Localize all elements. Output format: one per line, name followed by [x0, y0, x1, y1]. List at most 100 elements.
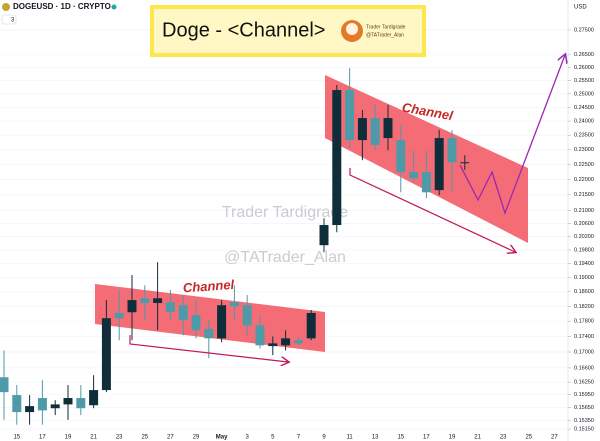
candle-body	[50, 404, 60, 409]
candle-body	[165, 302, 175, 313]
candle-body	[191, 315, 201, 331]
candle-body	[383, 118, 393, 139]
x-tick-label: 13	[372, 435, 379, 441]
candle-body	[140, 298, 150, 304]
candle-body	[332, 90, 342, 226]
lower-channel	[95, 284, 325, 352]
candle-body	[12, 395, 22, 413]
y-tick-label: 0.16250	[574, 380, 594, 386]
candle-body	[370, 118, 380, 145]
candle-body	[281, 338, 291, 346]
indicator-toggle[interactable]	[1, 14, 17, 25]
logo-text: Trader Tardigrade	[366, 24, 406, 30]
trend-arrow	[349, 168, 515, 252]
indicator-count: 3	[11, 18, 15, 24]
candle-body	[89, 390, 99, 406]
x-tick-label: 27	[551, 435, 558, 441]
candle-body	[178, 305, 188, 321]
logo-text: @TATrader_Alan	[366, 32, 404, 38]
logo	[346, 23, 358, 35]
x-tick-label: 29	[193, 435, 200, 441]
candle-body	[76, 398, 86, 409]
y-tick-label: 0.17400	[574, 334, 594, 340]
y-tick-label: 0.17000	[574, 349, 594, 355]
watermark: Trader Tardigrade	[222, 204, 348, 221]
candle-body	[255, 325, 265, 346]
currency: USD	[574, 5, 587, 11]
candle-body	[306, 312, 316, 339]
candle-body	[319, 225, 329, 246]
y-tick-label: 0.24500	[574, 105, 594, 111]
y-tick-label: 0.25000	[574, 91, 594, 97]
y-tick-label: 0.18200	[574, 304, 594, 310]
y-tick-label: 0.21000	[574, 208, 594, 214]
y-tick-label: 0.24000	[574, 119, 594, 125]
candle-body	[357, 118, 367, 141]
y-tick-label: 0.16600	[574, 365, 594, 371]
x-tick-label: 15	[397, 435, 404, 441]
chart-title: Doge - <Channel>	[162, 19, 325, 41]
candle-body	[114, 312, 124, 319]
candle-body	[127, 300, 137, 313]
x-tick-label: 11	[346, 435, 353, 441]
x-tick-label: 5	[271, 435, 275, 441]
y-tick-label: 0.25500	[574, 78, 594, 84]
y-tick-label: 0.15150	[574, 427, 594, 433]
annotation: Channel	[182, 277, 235, 296]
x-tick-label: 27	[167, 435, 174, 441]
y-tick-label: 0.18600	[574, 289, 594, 295]
candle-body	[229, 302, 239, 307]
y-tick-label: 0.22000	[574, 177, 594, 183]
candle-body	[101, 318, 111, 391]
candle-body	[434, 138, 444, 191]
candle-body	[0, 377, 9, 393]
y-tick-label: 0.15350	[574, 418, 594, 424]
x-tick-label: 23	[116, 435, 123, 441]
candle-body	[242, 305, 252, 326]
price-axis-panel	[568, 0, 600, 441]
x-axis: 15 17 19 21 23 25 27 29 May 3 5 7 9 11 13 15 17 19 21 23 25 2…	[13, 435, 558, 441]
x-tick-label: May	[216, 435, 228, 441]
symbol-icon	[2, 3, 10, 11]
x-tick-label: 25	[525, 435, 532, 441]
y-tick-label: 0.27500	[574, 27, 594, 33]
x-tick-label: 19	[449, 435, 456, 441]
trend-arrow	[129, 335, 288, 362]
y-tick-label: 0.19400	[574, 261, 594, 267]
candle-body	[409, 172, 419, 179]
title-box-inner	[154, 9, 422, 53]
x-tick-label: 3	[246, 435, 250, 441]
candle-body	[37, 398, 47, 411]
y-tick-label: 0.20200	[574, 234, 594, 240]
status-dot[interactable]	[111, 4, 117, 10]
candles	[0, 68, 470, 425]
candle-body	[421, 172, 431, 193]
x-tick-label: 15	[13, 435, 20, 441]
projection-path	[459, 55, 565, 215]
y-tick-label: 0.26500	[574, 52, 594, 58]
x-tick-label: 23	[500, 435, 507, 441]
symbol: DOGEUSD · 1D · CRYPTO	[13, 2, 111, 11]
y-tick-label: 0.19000	[574, 275, 594, 281]
candle-body	[204, 328, 214, 339]
y-tick-label: 0.23500	[574, 133, 594, 139]
y-tick-label: 0.26000	[574, 65, 594, 71]
y-tick-label: 0.15950	[574, 392, 594, 398]
candle-body	[447, 138, 457, 163]
candle-body	[153, 298, 163, 304]
watermark: @TATrader_Alan	[224, 249, 346, 266]
y-tick-label: 0.22500	[574, 162, 594, 168]
x-tick-label: 25	[141, 435, 148, 441]
y-tick-label: 0.20600	[574, 221, 594, 227]
x-tick-label: 17	[423, 435, 430, 441]
candle-body	[25, 406, 35, 413]
y-tick-label: 0.19800	[574, 247, 594, 253]
candle-body	[396, 140, 406, 173]
y-tick-label: 0.23000	[574, 147, 594, 153]
candle-body	[268, 343, 278, 347]
x-tick-label: 21	[90, 435, 97, 441]
y-tick-label: 0.15650	[574, 405, 594, 411]
candle-body	[460, 162, 470, 164]
x-tick-label: 7	[297, 435, 301, 441]
